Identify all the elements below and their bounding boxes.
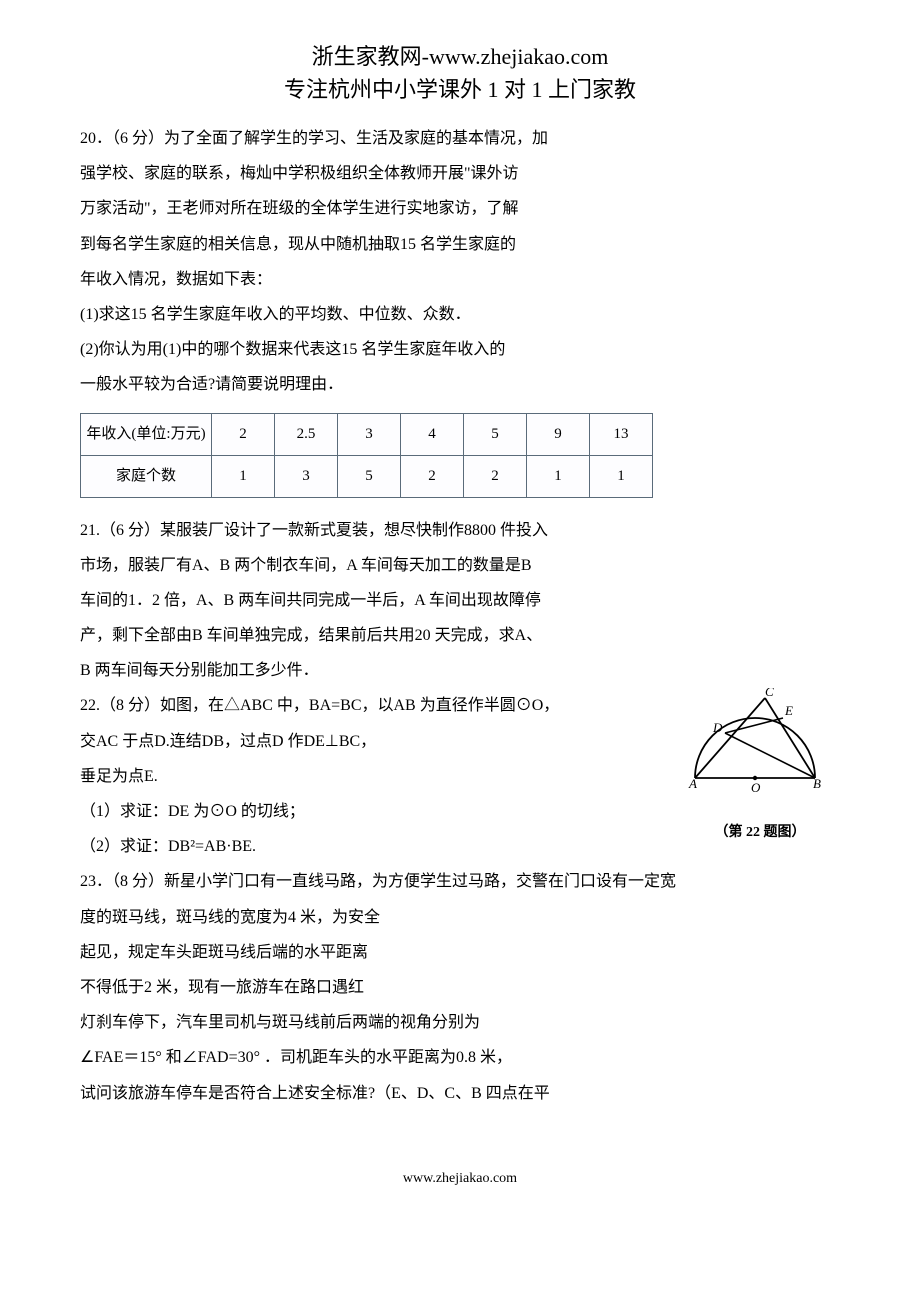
q21-line: 市场，服装厂有A、B 两个制衣车间，A 车间每天加工的数量是B: [80, 548, 840, 583]
q21-line: 21.（6 分）某服装厂设计了一款新式夏装，想尽快制作8800 件投入: [80, 513, 840, 548]
cell: 2: [401, 455, 464, 497]
table-row: 家庭个数 1 3 5 2 2 1 1: [81, 455, 653, 497]
cell: 2: [212, 413, 275, 455]
cell: 1: [527, 455, 590, 497]
q20-line: 强学校、家庭的联系，梅灿中学积极组织全体教师开展"课外访: [80, 156, 840, 191]
svg-text:B: B: [813, 776, 821, 791]
q20-line: 到每名学生家庭的相关信息，现从中随机抽取15 名学生家庭的: [80, 227, 840, 262]
figure-caption: （第 22 题图）: [680, 818, 840, 849]
svg-text:A: A: [688, 776, 697, 791]
row-label: 年收入(单位:万元): [81, 413, 212, 455]
q20-line: 20．（6 分）为了全面了解学生的学习、生活及家庭的基本情况，加: [80, 121, 840, 156]
q23-line: 试问该旅游车停车是否符合上述安全标准?（E、D、C、B 四点在平: [80, 1076, 840, 1111]
q20-line: (2)你认为用(1)中的哪个数据来代表这15 名学生家庭年收入的: [80, 332, 840, 367]
q22-figure: A B C D E O （第 22 题图）: [680, 688, 840, 848]
header-line2: 专注杭州中小学课外 1 对 1 上门家教: [80, 73, 840, 106]
q21-line: 产，剩下全部由B 车间单独完成，结果前后共用20 天完成，求A、: [80, 618, 840, 653]
q20-line: 万家活动"，王老师对所在班级的全体学生进行实地家访，了解: [80, 191, 840, 226]
cell: 2: [464, 455, 527, 497]
table-row: 年收入(单位:万元) 2 2.5 3 4 5 9 13: [81, 413, 653, 455]
q23-line: 23．（8 分）新星小学门口有一直线马路，为方便学生过马路，交警在门口设有一定宽: [80, 864, 840, 899]
svg-text:D: D: [712, 720, 723, 735]
header-line1: 浙生家教网-www.zhejiakao.com: [80, 40, 840, 73]
svg-text:C: C: [765, 688, 774, 699]
row-label: 家庭个数: [81, 455, 212, 497]
q23-line: 度的斑马线，斑马线的宽度为4 米，为安全: [80, 900, 840, 935]
cell: 13: [590, 413, 653, 455]
q20-line: 一般水平较为合适?请简要说明理由．: [80, 367, 840, 402]
q21-line: B 两车间每天分别能加工多少件．: [80, 653, 840, 688]
footer-text: www.zhejiakao.com: [80, 1171, 840, 1187]
cell: 9: [527, 413, 590, 455]
income-table: 年收入(单位:万元) 2 2.5 3 4 5 9 13 家庭个数 1 3 5 2…: [80, 413, 653, 498]
q20-line: (1)求这15 名学生家庭年收入的平均数、中位数、众数．: [80, 297, 840, 332]
cell: 1: [590, 455, 653, 497]
cell: 3: [338, 413, 401, 455]
q23-line: 不得低于2 米，现有一旅游车在路口遇红: [80, 970, 840, 1005]
svg-text:E: E: [784, 703, 793, 718]
cell: 2.5: [275, 413, 338, 455]
semicircle-diagram-icon: A B C D E O: [685, 688, 835, 798]
cell: 1: [212, 455, 275, 497]
q23-line: ∠FAE＝15° 和∠FAD=30° ．司机距车头的水平距离为0.8 米，: [80, 1040, 840, 1075]
q23-line: 灯刹车停下，汽车里司机与斑马线前后两端的视角分别为: [80, 1005, 840, 1040]
cell: 4: [401, 413, 464, 455]
q20-line: 年收入情况，数据如下表：: [80, 262, 840, 297]
q21-line: 车间的1．2 倍，A、B 两车间共同完成一半后，A 车间出现故障停: [80, 583, 840, 618]
cell: 5: [464, 413, 527, 455]
cell: 5: [338, 455, 401, 497]
svg-text:O: O: [751, 780, 761, 795]
cell: 3: [275, 455, 338, 497]
q23-line: 起见，规定车头距斑马线后端的水平距离: [80, 935, 840, 970]
